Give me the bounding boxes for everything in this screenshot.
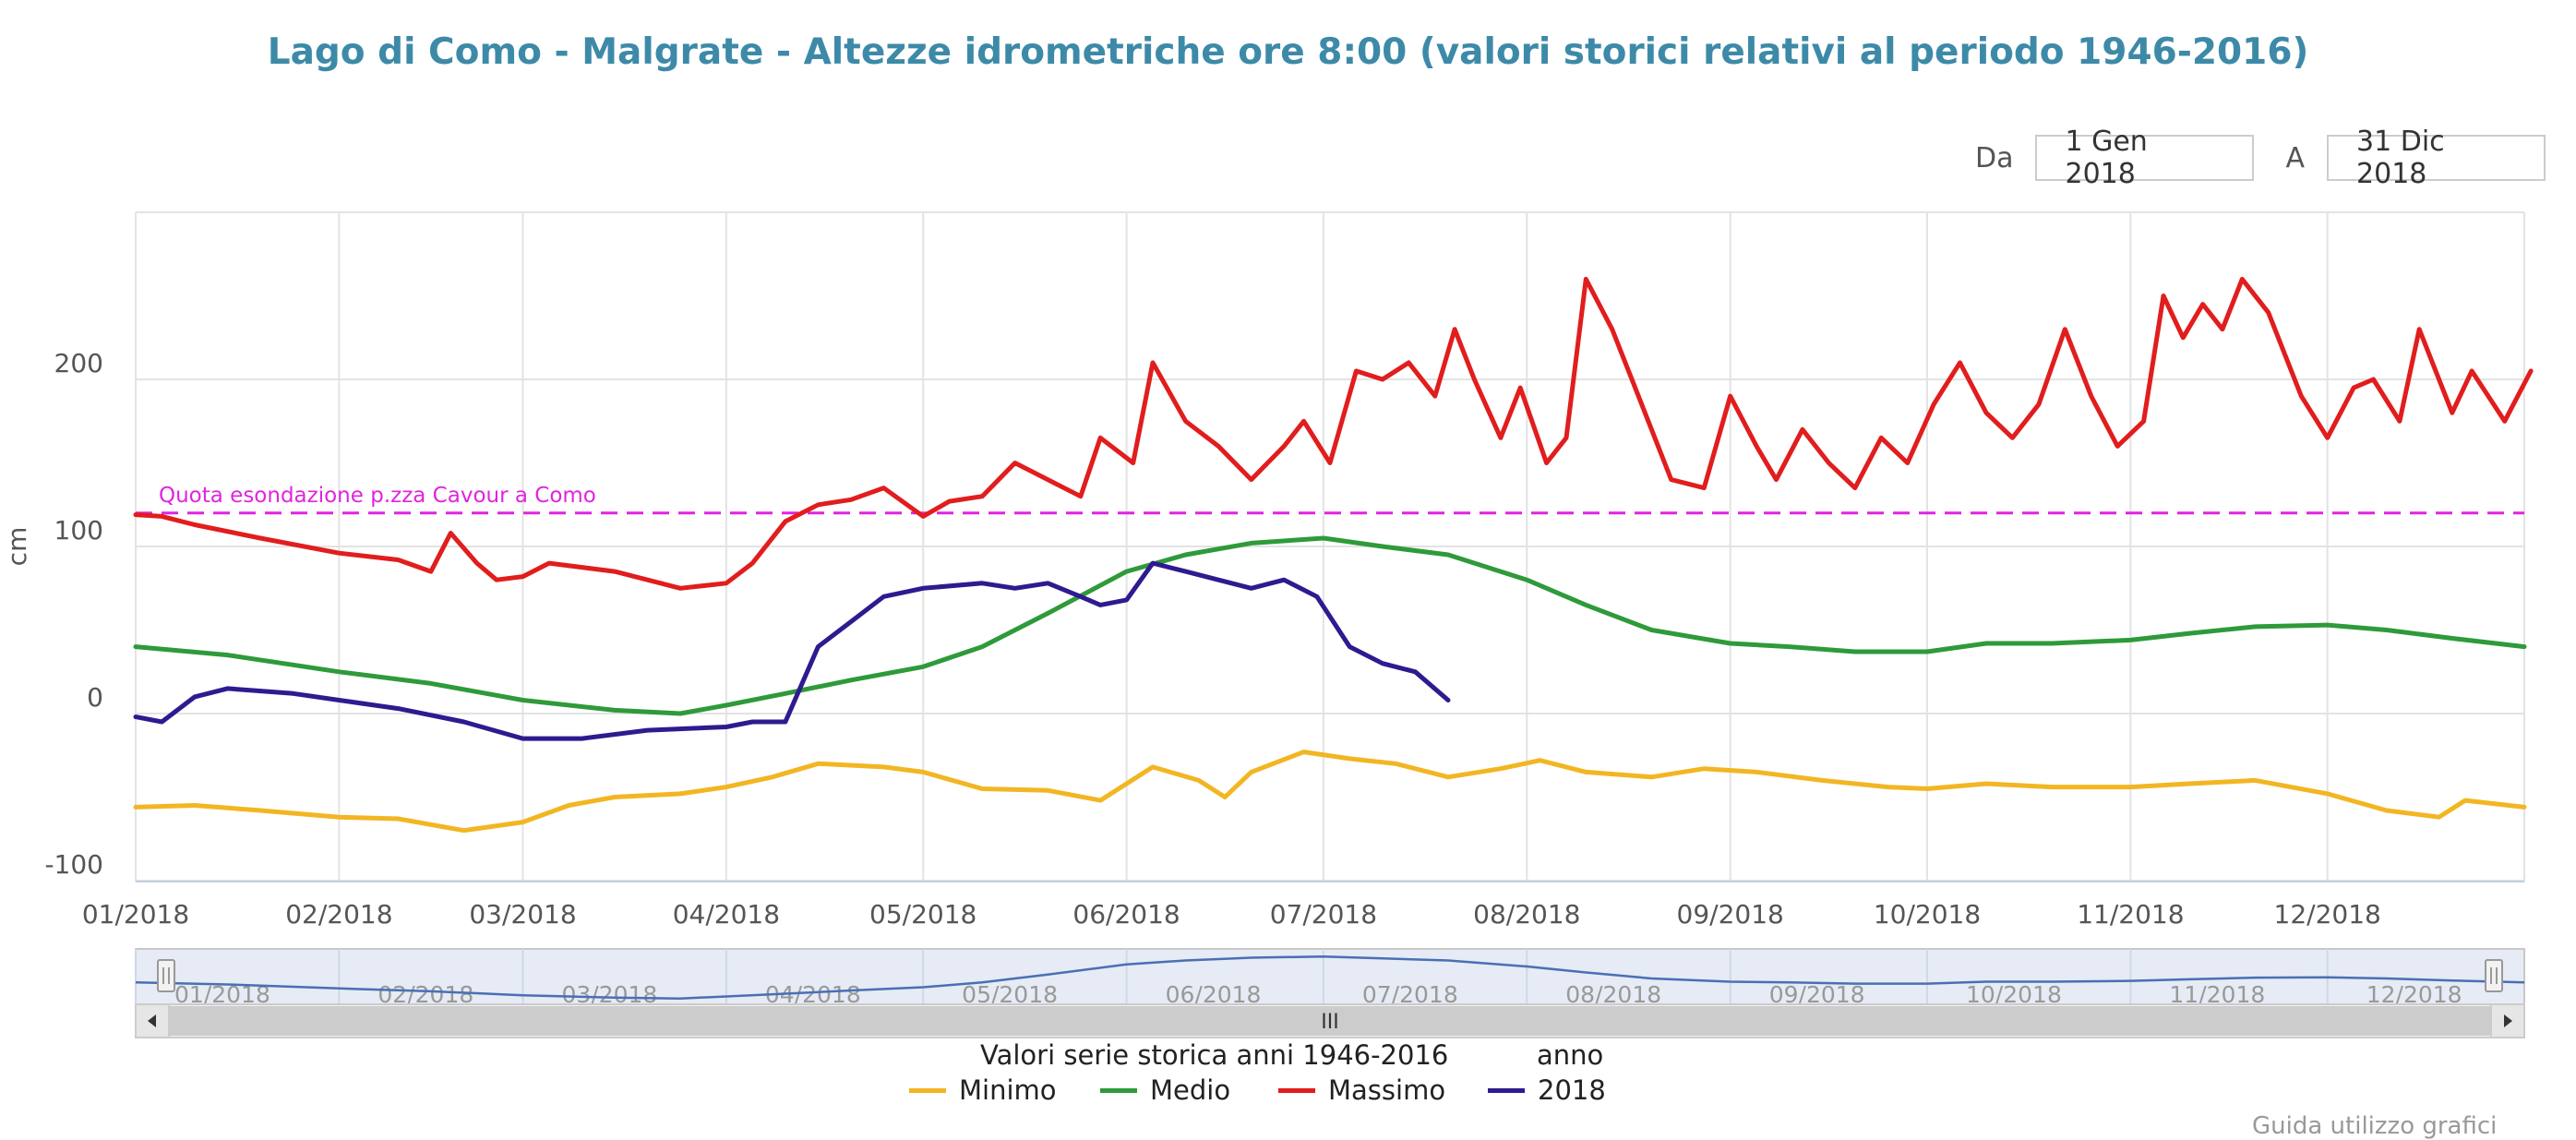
legend-label: 2018 <box>1538 1074 1606 1106</box>
legend-item-massimo[interactable]: Massimo <box>1278 1074 1445 1106</box>
plot-lines: Quota esondazione p.zza Cavour a Como <box>136 484 2524 515</box>
x-tick-label: 12/2018 <box>2274 899 2381 930</box>
x-tick-label: 01/2018 <box>82 899 189 930</box>
x-tick-label: 10/2018 <box>1874 899 1981 930</box>
navigator-mask <box>135 948 2525 1009</box>
x-tick-label: 06/2018 <box>1072 899 1180 930</box>
guide-link[interactable]: Guida utilizzo grafici <box>2252 1112 2498 1140</box>
legend-historic-heading: Valori serie storica anni 1946-2016 <box>980 1039 1449 1071</box>
range-from-value: 1 Gen 2018 <box>2065 126 2148 190</box>
legend-swatch <box>909 1087 946 1093</box>
handle-body <box>2485 959 2503 992</box>
chevron-left-icon <box>148 1014 156 1027</box>
series-line-2018 <box>133 560 1451 741</box>
x-tick-label: 09/2018 <box>1677 899 1784 930</box>
y-tick-label: -100 <box>44 849 103 880</box>
legend-label: Massimo <box>1328 1074 1446 1106</box>
scrollbar-thumb[interactable] <box>169 1006 2491 1036</box>
chevron-right-icon <box>2504 1014 2512 1027</box>
legend-label: Medio <box>1150 1074 1231 1106</box>
series-line-massimo <box>133 276 2534 591</box>
x-tick-label: 05/2018 <box>869 899 976 930</box>
legend-swatch <box>1100 1087 1137 1093</box>
scrollbar-grip: III <box>1321 1011 1338 1034</box>
axes: 01/2018 02/2018 03/2018 04/2018 05/2018 06/20… <box>2 348 2524 930</box>
legend-swatch <box>1488 1087 1525 1093</box>
x-tick-label: 03/2018 <box>469 899 576 930</box>
legend-swatch <box>1278 1087 1315 1093</box>
navigator-handle-left[interactable] <box>157 959 175 992</box>
y-axis-title: cm <box>2 527 32 567</box>
x-tick-label: 02/2018 <box>285 899 392 930</box>
x-tick-label: 11/2018 <box>2077 899 2184 930</box>
series <box>133 276 2534 834</box>
navigator-handle-right[interactable] <box>2485 959 2503 992</box>
x-tick-label: 04/2018 <box>673 899 780 930</box>
range-to-label: A <box>2285 141 2306 174</box>
chart-title: Lago di Como - Malgrate - Altezze idrome… <box>267 31 2309 73</box>
range-from-label: Da <box>1975 141 2014 174</box>
legend-year-heading: anno <box>1537 1039 1604 1071</box>
range-selector: Da 1 Gen 2018 A 31 Dic 2018 <box>1975 126 2546 190</box>
y-tick-label: 100 <box>54 515 103 546</box>
x-tick-label: 07/2018 <box>1270 899 1377 930</box>
legend-item-medio[interactable]: Medio <box>1100 1074 1230 1106</box>
legend-item-2018[interactable]: 2018 <box>1488 1074 1606 1106</box>
legend-item-minimo[interactable]: Minimo <box>909 1074 1057 1106</box>
navigator[interactable]: 01/2018 02/2018 03/2018 04/2018 05/2018 06/20… <box>135 948 2525 1038</box>
legend-label: Minimo <box>959 1074 1057 1106</box>
handle-body <box>157 959 175 992</box>
grid <box>135 211 2525 882</box>
y-tick-label: 0 <box>87 682 103 713</box>
range-from-input[interactable]: 1 Gen 2018 <box>2035 126 2255 190</box>
y-tick-label: 200 <box>54 348 103 378</box>
flood-level-label: Quota esondazione p.zza Cavour a Como <box>159 484 596 508</box>
series-line-minimo <box>133 750 2527 834</box>
series-line-medio <box>133 535 2527 716</box>
navigator-series <box>135 954 2525 1000</box>
range-to-value: 31 Dic 2018 <box>2356 126 2445 190</box>
x-tick-label: 08/2018 <box>1473 899 1580 930</box>
range-to-input[interactable]: 31 Dic 2018 <box>2327 126 2546 190</box>
